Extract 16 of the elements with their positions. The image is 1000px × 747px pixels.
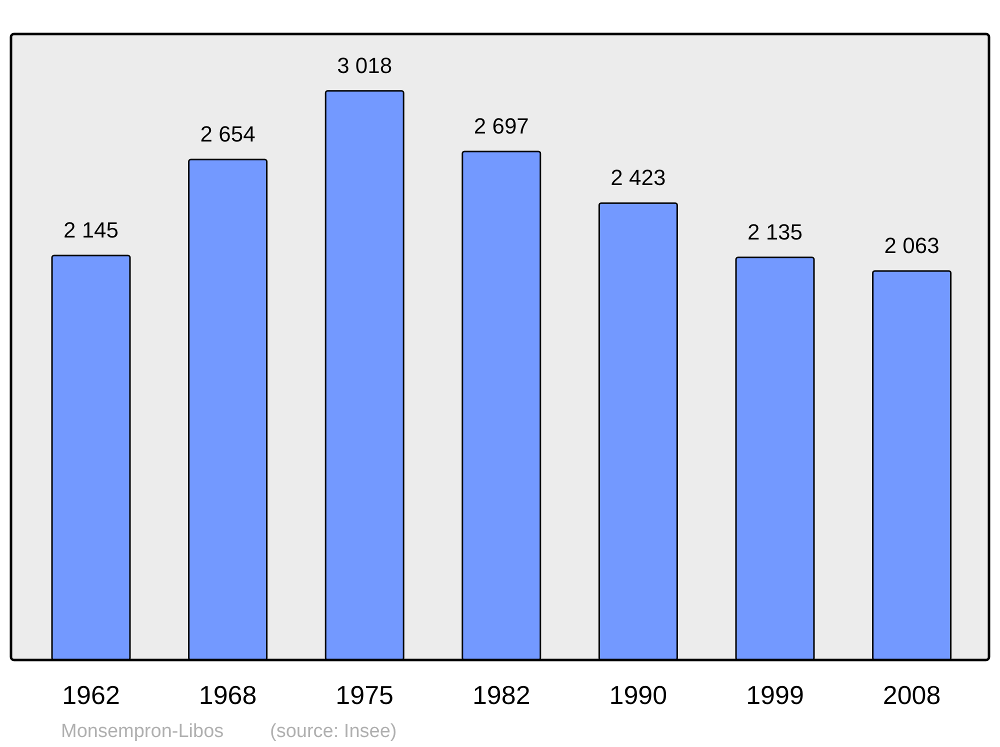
data-label: 2 135 [747, 219, 803, 244]
x-tick-label: 2008 [882, 680, 941, 710]
data-label: 2 145 [63, 218, 119, 243]
x-tick-label: 1975 [336, 680, 394, 710]
x-tick-label: 1999 [746, 680, 804, 710]
data-label: 2 063 [884, 232, 940, 258]
data-label: 2 423 [610, 165, 666, 190]
text: Monsempron-Libos [61, 721, 224, 742]
data-label: 3 018 [337, 52, 392, 78]
x-tick-label: 1982 [472, 680, 530, 710]
x-tick-label: 1962 [62, 680, 120, 710]
data-label: 2 697 [474, 113, 529, 138]
x-tick-label: 1968 [198, 680, 257, 710]
text: (source: Insee) [270, 721, 397, 742]
x-tick-label: 1990 [609, 680, 668, 710]
data-label: 2 654 [200, 122, 256, 147]
